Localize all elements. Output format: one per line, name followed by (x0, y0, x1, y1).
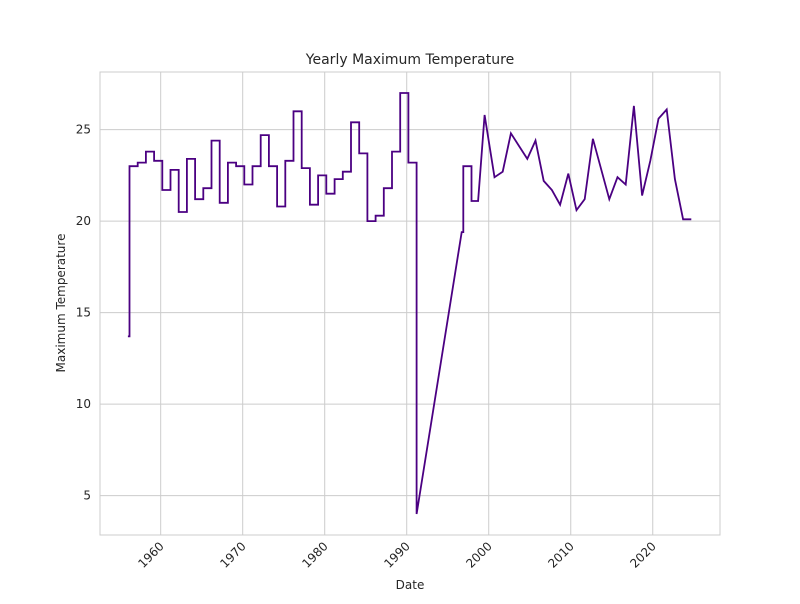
y-tick-label: 15 (76, 306, 91, 320)
y-tick-label: 20 (76, 214, 91, 228)
y-tick-label: 25 (76, 123, 91, 137)
y-axis-ticks: 5 10 15 20 25 (76, 123, 91, 503)
y-axis-label: Maximum Temperature (54, 234, 68, 373)
series-layer (127, 92, 692, 515)
plot-frame (99, 71, 721, 536)
y-tick-label: 5 (83, 489, 91, 503)
x-axis-label: Date (396, 578, 425, 592)
chart-title: Yearly Maximum Temperature (305, 52, 514, 68)
series-line (127, 92, 692, 515)
grid-lines (100, 72, 720, 535)
y-tick-label: 10 (76, 397, 91, 411)
